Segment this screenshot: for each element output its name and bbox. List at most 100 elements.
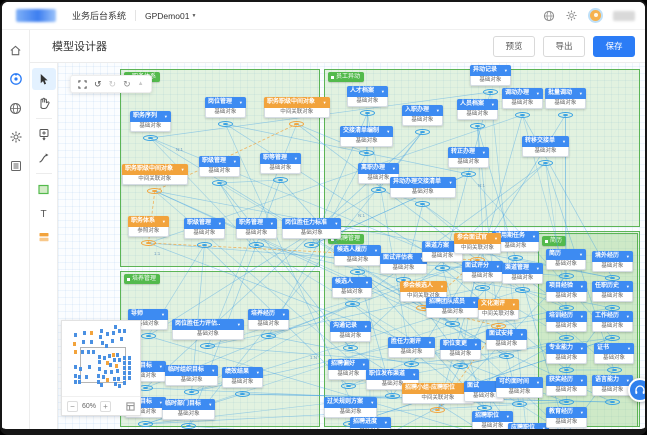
node-dropdown-icon[interactable]: ▼ [158,364,163,369]
node-dropdown-icon[interactable]: ▼ [536,380,540,385]
model-node[interactable]: 转移交接单 ▼ 基础对象 [522,136,569,157]
node-port[interactable] [434,265,450,271]
model-design-icon[interactable] [8,71,24,87]
globe-icon[interactable] [8,100,24,116]
node-port[interactable] [359,110,375,116]
node-dropdown-icon[interactable]: ▼ [535,91,540,96]
export-button[interactable]: 导出 [543,35,585,57]
node-port[interactable] [604,335,620,341]
model-node[interactable]: 职务体系 ▼ 参照对象 [128,216,169,237]
node-dropdown-icon[interactable]: ▼ [236,322,241,327]
node-port[interactable] [538,160,553,166]
node-port[interactable] [140,333,156,339]
node-port[interactable] [140,240,156,246]
zoom-in-button[interactable]: + [100,400,112,412]
node-dropdown-icon[interactable]: ▼ [391,166,396,171]
node-port[interactable] [604,399,620,405]
node-dropdown-icon[interactable]: ▼ [541,426,546,431]
node-dropdown-icon[interactable]: ▼ [238,100,243,105]
model-node[interactable]: 渠道管理 ▼ 基础对象 [502,263,543,284]
model-node[interactable]: 培训经历 ▼ 基础对象 [546,311,587,332]
node-dropdown-icon[interactable]: ▼ [490,102,495,107]
node-port[interactable] [445,321,461,327]
model-node[interactable]: 职务管理 ▼ 基础对象 [236,218,277,239]
model-node[interactable]: 获奖经历 ▼ 基础对象 [546,375,587,396]
node-port[interactable] [359,150,375,156]
model-node[interactable]: 批量调动 ▼ 基础对象 [545,88,586,109]
node-port[interactable] [558,305,574,311]
node-dropdown-icon[interactable]: ▼ [440,284,444,289]
node-port[interactable] [604,275,620,281]
hand-tool[interactable] [32,92,56,114]
model-node[interactable]: 培养经历 ▼ 基础对象 [248,309,289,330]
connector-tool[interactable] [32,147,56,169]
node-port[interactable] [370,187,386,193]
model-node[interactable]: 文化测评 ▼ 中间关联对象 [478,299,519,320]
node-port[interactable] [415,201,431,207]
region-tool[interactable] [32,178,56,200]
avatar[interactable] [588,8,603,23]
node-dropdown-icon[interactable]: ▼ [269,221,274,226]
node-port[interactable] [606,367,622,373]
model-node[interactable]: 面试评分 ▼ 基础对象 [462,261,503,282]
model-node[interactable]: 职级管理 ▼ 基础对象 [199,156,240,177]
model-node[interactable]: 面试安排 ▼ 基础对象 [486,329,527,350]
text-tool[interactable]: T [32,202,56,224]
model-node[interactable]: 工作经历 ▼ 基础对象 [592,311,633,332]
model-node[interactable]: 任职历史 ▼ 基础对象 [592,281,633,302]
node-port[interactable] [196,242,212,248]
model-node[interactable]: 招聘团队成员 ▼ 基础对象 [426,297,480,318]
node-dropdown-icon[interactable]: ▼ [519,332,524,337]
node-dropdown-icon[interactable]: ▼ [625,284,630,289]
group-label[interactable]: 招聘管理 [328,234,365,244]
model-node[interactable]: 异动办理交接清单 ▼ 基础对象 [390,177,456,198]
node-dropdown-icon[interactable]: ▼ [361,362,366,367]
node-dropdown-icon[interactable]: ▼ [579,284,584,289]
model-node[interactable]: 职级管理 ▼ 基础对象 [184,218,225,239]
node-port[interactable] [385,393,401,399]
node-port[interactable] [260,333,276,339]
select-tool[interactable] [31,68,56,90]
help-float-button[interactable] [628,378,645,402]
node-dropdown-icon[interactable]: ▼ [562,139,566,144]
model-node[interactable]: 职位变更 ▼ 基础对象 [440,339,481,360]
model-node[interactable]: 临时组织目标 ▼ 基础对象 [165,365,219,386]
list-icon[interactable] [8,158,24,174]
model-node[interactable]: 职务序列 ▼ 基础对象 [130,111,171,132]
node-port[interactable] [234,391,250,397]
model-node[interactable]: 岗位胜任力标准 ▼ 基础对象 [282,218,342,239]
node-port[interactable] [498,353,514,359]
node-dropdown-icon[interactable]: ▼ [374,248,378,253]
node-port[interactable] [404,361,419,367]
node-port[interactable] [557,112,573,118]
node-port[interactable] [452,363,468,369]
node-dropdown-icon[interactable]: ▼ [532,234,536,239]
node-dropdown-icon[interactable]: ▼ [435,108,440,113]
node-dropdown-icon[interactable]: ▼ [363,324,368,329]
model-node[interactable]: 教育经历 ▼ 基础对象 [546,407,587,428]
layers-tool[interactable] [32,226,56,248]
minimap[interactable]: − 60% + [61,320,141,416]
node-dropdown-icon[interactable]: ▼ [627,346,631,351]
node-dropdown-icon[interactable]: ▼ [625,378,630,383]
node-dropdown-icon[interactable]: ▼ [163,114,168,119]
model-node[interactable]: 异动记录 ▼ 基础对象 [470,65,511,86]
model-node[interactable]: 可约面时间 ▼ 基础对象 [496,377,543,398]
node-port[interactable] [512,401,527,407]
node-dropdown-icon[interactable]: ▼ [293,156,298,161]
model-node[interactable]: 人员档案 ▼ 基础对象 [457,99,498,120]
model-node[interactable]: 转正办理 ▼ 基础对象 [448,147,489,168]
node-dropdown-icon[interactable]: ▼ [161,312,165,317]
model-node[interactable]: 项目经验 ▼ 基础对象 [546,281,587,302]
preview-button[interactable]: 预览 [493,35,535,57]
node-dropdown-icon[interactable]: ▼ [211,368,216,373]
model-node[interactable]: 过关规则方案 ▼ 基础对象 [324,397,378,418]
node-dropdown-icon[interactable]: ▼ [579,346,584,351]
node-port[interactable] [558,335,574,341]
node-dropdown-icon[interactable]: ▼ [579,410,584,415]
node-dropdown-icon[interactable]: ▼ [579,252,583,257]
zoom-out-button[interactable]: − [67,400,78,412]
model-node[interactable]: 招聘偏好 ▼ 基础对象 [328,359,369,380]
globe-icon[interactable] [542,9,555,22]
node-port[interactable] [474,285,490,291]
